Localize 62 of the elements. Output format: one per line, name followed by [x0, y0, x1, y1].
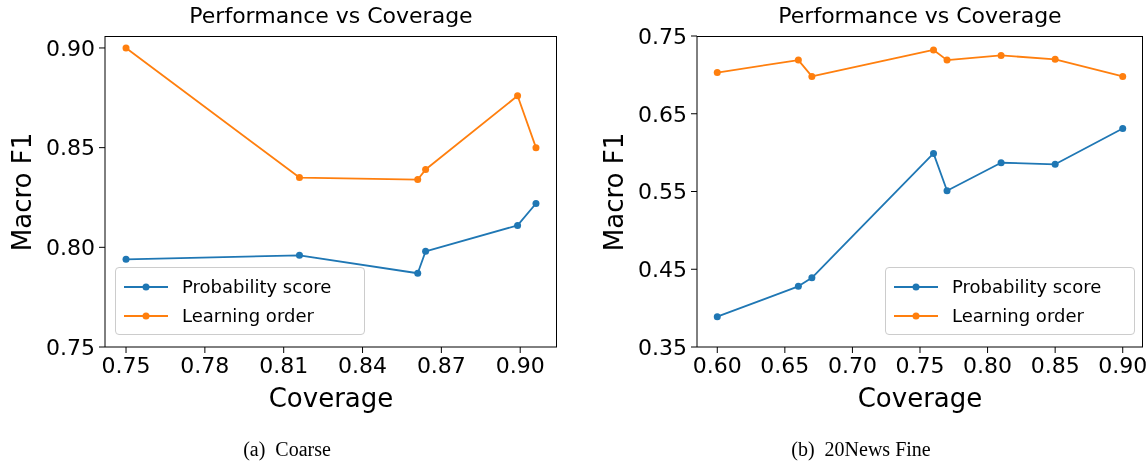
- point: [943, 187, 951, 195]
- point: [414, 269, 422, 277]
- point: [794, 282, 802, 290]
- point: [943, 56, 951, 64]
- y-axis-title: Macro F1: [598, 131, 630, 253]
- point: [295, 251, 303, 259]
- y-tick-label: 0.65: [638, 101, 687, 127]
- x-tick-label: 0.90: [1098, 352, 1148, 378]
- x-tick-label: 0.90: [495, 352, 545, 378]
- x-tick-label: 0.65: [760, 352, 810, 378]
- y-tick-label: 0.55: [638, 179, 687, 205]
- y-axis-title: Macro F1: [6, 131, 38, 253]
- legend-label: Probability score: [182, 276, 332, 297]
- x-tick-label: 0.60: [692, 352, 742, 378]
- y-tick-label: 0.35: [638, 334, 687, 360]
- y-tick-label: 0.75: [46, 334, 95, 360]
- point: [532, 144, 540, 152]
- point: [713, 313, 721, 321]
- x-axis-title: Coverage: [856, 382, 984, 415]
- point: [1051, 55, 1059, 63]
- x-tick-label: 0.84: [338, 352, 388, 378]
- point: [122, 255, 130, 263]
- y-tick-label: 0.45: [638, 257, 687, 283]
- x-tick-label: 0.80: [963, 352, 1013, 378]
- point: [1119, 125, 1127, 133]
- x-tick-label: 0.81: [259, 352, 309, 378]
- point: [422, 247, 430, 255]
- x-tick-label: 0.85: [1030, 352, 1080, 378]
- x-tick-label: 0.78: [180, 352, 230, 378]
- y-tick-label: 0.90: [46, 35, 95, 61]
- y-tick-label: 0.75: [638, 23, 687, 49]
- point: [808, 72, 816, 80]
- point: [414, 176, 422, 184]
- text: (b) 20News Fine: [790, 438, 932, 461]
- point: [1119, 72, 1127, 80]
- chart-title: Performance vs Coverage: [188, 2, 474, 30]
- point: [1051, 160, 1059, 168]
- point: [514, 92, 522, 100]
- point: [997, 159, 1005, 167]
- point: [930, 149, 938, 157]
- legend-label: Learning order: [182, 305, 314, 326]
- point: [295, 174, 303, 182]
- x-tick-label: 0.87: [416, 352, 466, 378]
- point: [122, 44, 130, 52]
- point: [997, 51, 1005, 59]
- x-axis-title: Coverage: [267, 382, 395, 415]
- legend-label: Learning order: [952, 305, 1084, 326]
- point: [532, 199, 540, 207]
- point: [930, 46, 938, 54]
- point: [422, 166, 430, 174]
- point: [794, 56, 802, 64]
- x-tick-label: 0.70: [827, 352, 877, 378]
- chart-title: Performance vs Coverage: [777, 2, 1063, 30]
- x-tick-label: 0.75: [101, 352, 151, 378]
- y-tick-label: 0.85: [46, 135, 95, 161]
- point: [713, 69, 721, 77]
- text: (a) Coarse: [242, 438, 332, 461]
- point: [808, 274, 816, 282]
- y-tick-label: 0.80: [46, 235, 95, 261]
- legend-label: Probability score: [952, 276, 1102, 297]
- point: [514, 221, 522, 229]
- x-tick-label: 0.75: [895, 352, 945, 378]
